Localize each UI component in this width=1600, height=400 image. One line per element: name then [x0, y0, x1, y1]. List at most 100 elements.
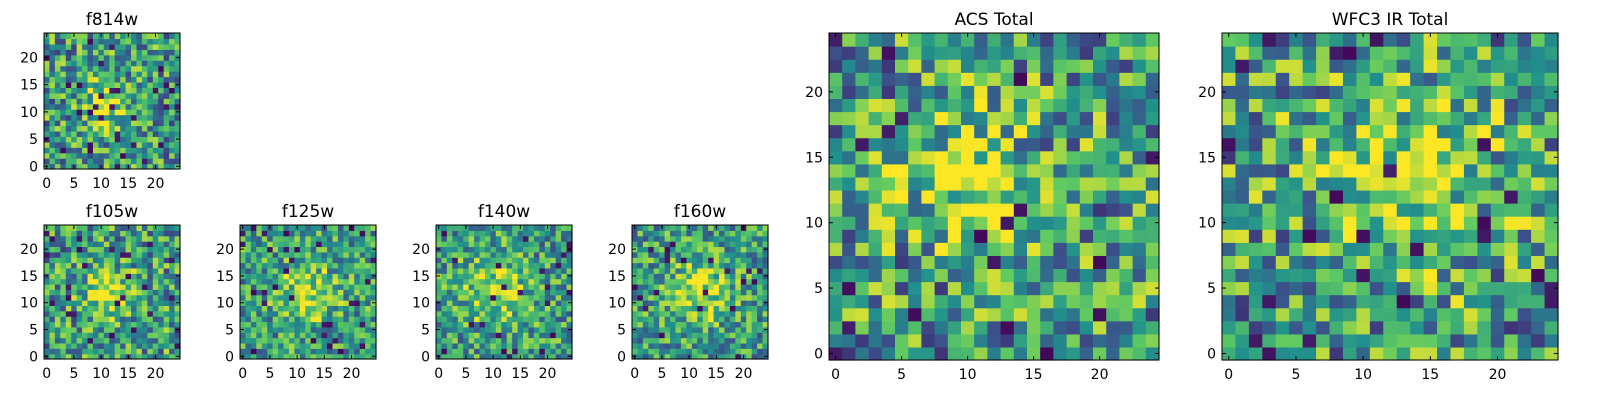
heatmap-cell: [895, 176, 909, 191]
heatmap-cell: [468, 337, 475, 344]
heatmap-cell: [1106, 111, 1120, 126]
heatmap-cell: [829, 281, 843, 296]
heatmap-cell: [109, 332, 116, 339]
heatmap-cell: [337, 241, 344, 248]
heatmap-cell: [337, 342, 344, 349]
heatmap-cell: [131, 120, 138, 127]
heatmap-cell: [735, 235, 742, 242]
heatmap-cell: [370, 332, 377, 339]
heatmap-cell: [136, 278, 143, 285]
heatmap-cell: [495, 289, 502, 296]
heatmap-cell: [1531, 268, 1546, 283]
heatmap-cell: [174, 225, 181, 231]
heatmap-cell: [729, 294, 736, 301]
heatmap-cell: [370, 316, 377, 323]
heatmap-cell: [490, 316, 497, 323]
heatmap-cell: [120, 235, 127, 242]
heatmap-cell: [327, 326, 334, 333]
heatmap-cell: [713, 305, 720, 312]
heatmap-cell: [528, 310, 535, 317]
heatmap-cell: [1504, 294, 1519, 309]
heatmap-cell: [697, 294, 704, 301]
heatmap-cell: [1262, 111, 1277, 126]
heatmap-cell: [109, 81, 116, 88]
heatmap-cell: [637, 316, 644, 323]
heatmap-cell: [131, 342, 138, 349]
heatmap-cell: [174, 294, 181, 301]
heatmap-cell: [1053, 294, 1068, 309]
heatmap-cell: [49, 65, 56, 72]
heatmap-cell: [1235, 307, 1250, 322]
heatmap-cell: [152, 342, 159, 349]
heatmap-cell: [92, 81, 99, 88]
heatmap-cell: [1040, 242, 1054, 256]
heatmap-cell: [87, 316, 94, 323]
heatmap-cell: [82, 98, 89, 105]
heatmap-cell: [686, 246, 693, 253]
heatmap-cell: [1145, 176, 1160, 191]
heatmap-cell: [152, 103, 159, 110]
heatmap-cell: [987, 46, 1002, 60]
heatmap-cell: [76, 353, 83, 360]
heatmap-cells: [829, 33, 1160, 361]
heatmap-cell: [691, 225, 698, 231]
heatmap-cell: [555, 251, 562, 258]
heatmap-cell: [1248, 163, 1263, 178]
heatmap-cell: [517, 262, 524, 269]
heatmap-cell: [697, 332, 704, 339]
heatmap-cell: [267, 337, 274, 344]
heatmap-cell: [98, 65, 105, 72]
heatmap-cell: [1106, 294, 1120, 309]
heatmap-cell: [664, 337, 671, 344]
heatmap-cell: [1013, 268, 1028, 283]
heatmap-cell: [71, 49, 78, 56]
heatmap-cell: [987, 216, 1002, 230]
heatmap-cell: [1531, 294, 1546, 309]
heatmap-cell: [1093, 59, 1107, 73]
heatmap-cell: [528, 342, 535, 349]
heatmap-cell: [343, 337, 350, 344]
heatmap-cell: [561, 251, 568, 258]
heatmap-cell: [305, 230, 312, 237]
heatmap-cell: [642, 289, 649, 296]
heatmap-cell: [120, 60, 127, 67]
heatmap-cell: [261, 230, 268, 237]
heatmap-cell: [934, 150, 949, 165]
heatmap-cell: [724, 230, 731, 237]
heatmap-cell: [1027, 176, 1041, 191]
heatmap-cell: [1504, 320, 1519, 335]
heatmap-cell: [751, 316, 758, 323]
heatmap-cell: [474, 332, 481, 339]
heatmap-cell: [664, 257, 671, 264]
heatmap-cell: [1132, 150, 1147, 165]
heatmap-cell: [484, 316, 491, 323]
heatmap-cell: [103, 225, 110, 231]
heatmap-cell: [637, 273, 644, 280]
heatmap-cell: [169, 316, 176, 323]
heatmap-cell: [1248, 346, 1263, 361]
heatmap-cell: [561, 310, 568, 317]
heatmap-cell: [44, 60, 51, 67]
heatmap-cell: [1145, 294, 1160, 309]
heatmap-cell: [1289, 294, 1304, 309]
heatmap-cell: [1235, 98, 1250, 113]
heatmap-cell: [294, 267, 301, 274]
heatmap-cell: [463, 283, 470, 290]
heatmap-cell: [87, 65, 94, 72]
heatmap-cell: [566, 262, 573, 269]
heatmap-cell: [1302, 72, 1317, 86]
heatmap-cell: [114, 225, 121, 231]
heatmap-cell: [561, 316, 568, 323]
heatmap-cell: [310, 267, 317, 274]
heatmap-cell: [1544, 268, 1559, 283]
heatmap-cell: [533, 283, 540, 290]
heatmap-cell: [92, 316, 99, 323]
heatmap-cell: [550, 251, 557, 258]
heatmap-cell: [92, 321, 99, 328]
heatmap-cell: [71, 305, 78, 312]
heatmap-cell: [517, 316, 524, 323]
heatmap-cell: [457, 225, 464, 231]
heatmap-cell: [653, 257, 660, 264]
heatmap-cell: [829, 268, 843, 283]
heatmap-cell: [337, 251, 344, 258]
